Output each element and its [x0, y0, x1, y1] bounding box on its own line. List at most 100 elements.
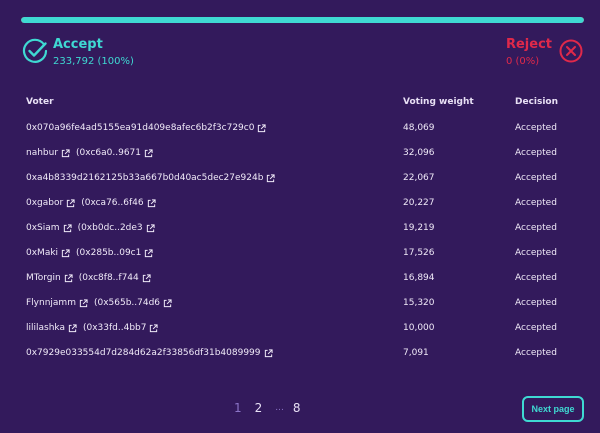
- voter-address[interactable]: (0x565b..74d6: [94, 297, 172, 309]
- page-2[interactable]: 2: [254, 401, 263, 415]
- voter-address[interactable]: (0xc6a0..9671: [76, 147, 153, 159]
- header-decision: Decision: [515, 97, 559, 107]
- table-row: Flynnjamm (0x565b..74d6 15,320 Accepted: [26, 297, 580, 322]
- voting-weight-cell: 20,227: [403, 198, 435, 208]
- voting-weight-cell: 19,219: [403, 223, 435, 233]
- voter-cell: MTorgin (0xc8f8..f744: [26, 272, 151, 284]
- votes-table: 0x070a96fe4ad5155ea91d409e8afec6b2f3c729…: [26, 122, 580, 372]
- decision-cell: Accepted: [515, 248, 557, 258]
- table-row: MTorgin (0xc8f8..f744 16,894 Accepted: [26, 272, 580, 297]
- voting-weight-cell: 16,894: [403, 273, 435, 283]
- voter-cell: nahbur (0xc6a0..9671: [26, 147, 153, 159]
- header-voter: Voter: [26, 97, 54, 107]
- external-link-icon[interactable]: [149, 323, 159, 333]
- x-circle-icon: [559, 39, 583, 63]
- voter-address-text: (0xc6a0..9671: [76, 148, 141, 158]
- table-row: 0x070a96fe4ad5155ea91d409e8afec6b2f3c729…: [26, 122, 580, 147]
- voter-cell: Flynnjamm (0x565b..74d6: [26, 297, 172, 309]
- external-link-icon[interactable]: [61, 148, 70, 158]
- voter-address-text: (0xc8f8..f744: [78, 273, 139, 283]
- table-row: nahbur (0xc6a0..9671 32,096 Accepted: [26, 147, 580, 172]
- table-header: Voter Voting weight Decision: [26, 97, 580, 109]
- external-link-icon[interactable]: [64, 273, 73, 283]
- decision-cell: Accepted: [515, 198, 557, 208]
- next-page-button[interactable]: Next page: [522, 396, 584, 422]
- external-link-icon[interactable]: [266, 173, 276, 183]
- table-row: 0xgabor (0xca76..6f46 20,227 Accepted: [26, 197, 580, 222]
- external-link-icon[interactable]: [66, 198, 75, 208]
- accept-title: Accept: [53, 37, 103, 52]
- voter-address[interactable]: (0xb0dc..2de3: [78, 222, 155, 234]
- voting-weight-cell: 32,096: [403, 148, 435, 158]
- pagination: 1 2 ... 8: [234, 400, 314, 416]
- header-voting-weight: Voting weight: [403, 97, 474, 107]
- voter-cell: 0xSiam (0xb0dc..2de3: [26, 222, 155, 234]
- voter-address-text: (0xb0dc..2de3: [77, 223, 143, 233]
- voting-weight-cell: 48,069: [403, 123, 435, 133]
- voter-name[interactable]: lililashka: [26, 323, 65, 333]
- check-circle-icon: [22, 38, 48, 63]
- page-1[interactable]: 1: [234, 401, 242, 415]
- decision-cell: Accepted: [515, 223, 557, 233]
- voting-weight-cell: 10,000: [403, 323, 435, 333]
- decision-cell: Accepted: [515, 173, 557, 183]
- external-link-icon[interactable]: [79, 298, 88, 308]
- voter-address[interactable]: (0x285b..09c1: [76, 247, 153, 259]
- voting-weight-cell: 17,526: [403, 248, 435, 258]
- voter-cell: lililashka (0x33fd..4bb7: [26, 322, 159, 334]
- voting-weight-cell: 7,091: [403, 348, 429, 358]
- decision-cell: Accepted: [515, 348, 557, 358]
- decision-cell: Accepted: [515, 298, 557, 308]
- voter-address-text: (0x565b..74d6: [93, 298, 161, 308]
- voter-cell: 0xa4b8339d2162125b33a667b0d40ac5dec27e92…: [26, 172, 276, 184]
- pagination-ellipsis: ...: [275, 403, 284, 413]
- external-link-icon[interactable]: [146, 223, 155, 233]
- voting-weight-cell: 15,320: [403, 298, 435, 308]
- external-link-icon[interactable]: [147, 198, 156, 208]
- voter-address-text: (0x33fd..4bb7: [82, 323, 147, 333]
- decision-cell: Accepted: [515, 323, 557, 333]
- voter-cell: 0x070a96fe4ad5155ea91d409e8afec6b2f3c729…: [26, 122, 267, 134]
- reject-total: 0 (0%): [505, 56, 540, 67]
- voter-cell: 0xMaki (0x285b..09c1: [26, 247, 153, 259]
- page-last[interactable]: 8: [292, 401, 301, 415]
- external-link-icon[interactable]: [68, 323, 77, 333]
- decision-cell: Accepted: [515, 273, 557, 283]
- table-row: 0xSiam (0xb0dc..2de3 19,219 Accepted: [26, 222, 580, 247]
- decision-cell: Accepted: [515, 148, 557, 158]
- vote-progress-bar: [21, 17, 584, 23]
- external-link-icon[interactable]: [257, 123, 267, 133]
- voting-weight-cell: 22,067: [403, 173, 435, 183]
- voter-address[interactable]: (0x33fd..4bb7: [83, 322, 159, 334]
- external-link-icon[interactable]: [144, 248, 153, 258]
- voter-address-text: (0xca76..6f46: [81, 198, 144, 208]
- external-link-icon[interactable]: [142, 273, 151, 283]
- voter-name[interactable]: 0x070a96fe4ad5155ea91d409e8afec6b2f3c729…: [26, 123, 255, 133]
- voter-name[interactable]: nahbur: [26, 148, 59, 158]
- table-row: 0xMaki (0x285b..09c1 17,526 Accepted: [26, 247, 580, 272]
- voter-name[interactable]: 0xSiam: [26, 223, 60, 233]
- external-link-icon[interactable]: [61, 248, 70, 258]
- reject-title: Reject: [505, 37, 552, 52]
- voter-cell: 0xgabor (0xca76..6f46: [26, 197, 156, 209]
- external-link-icon[interactable]: [144, 148, 153, 158]
- voter-name[interactable]: 0xa4b8339d2162125b33a667b0d40ac5dec27e92…: [26, 173, 264, 183]
- decision-cell: Accepted: [515, 123, 557, 133]
- table-row: 0x7929e033554d7d284d62a2f33856df31b40899…: [26, 347, 580, 372]
- voter-name[interactable]: 0xgabor: [26, 198, 64, 208]
- voter-name[interactable]: 0xMaki: [26, 248, 59, 258]
- table-row: 0xa4b8339d2162125b33a667b0d40ac5dec27e92…: [26, 172, 580, 197]
- voter-address[interactable]: (0xc8f8..f744: [79, 272, 151, 284]
- voter-name[interactable]: Flynnjamm: [26, 298, 76, 308]
- external-link-icon[interactable]: [163, 298, 172, 308]
- voter-name[interactable]: MTorgin: [26, 273, 61, 283]
- accept-summary: Accept 233,792 (100%): [22, 37, 134, 68]
- vote-progress-fill: [21, 17, 584, 23]
- voter-address[interactable]: (0xca76..6f46: [81, 197, 156, 209]
- external-link-icon[interactable]: [264, 348, 273, 358]
- reject-summary: Reject 0 (0%): [506, 37, 583, 68]
- external-link-icon[interactable]: [63, 223, 72, 233]
- table-row: lililashka (0x33fd..4bb7 10,000 Accepted: [26, 322, 580, 347]
- voter-name[interactable]: 0x7929e033554d7d284d62a2f33856df31b40899…: [26, 348, 261, 358]
- accept-total: 233,792 (100%): [53, 56, 134, 67]
